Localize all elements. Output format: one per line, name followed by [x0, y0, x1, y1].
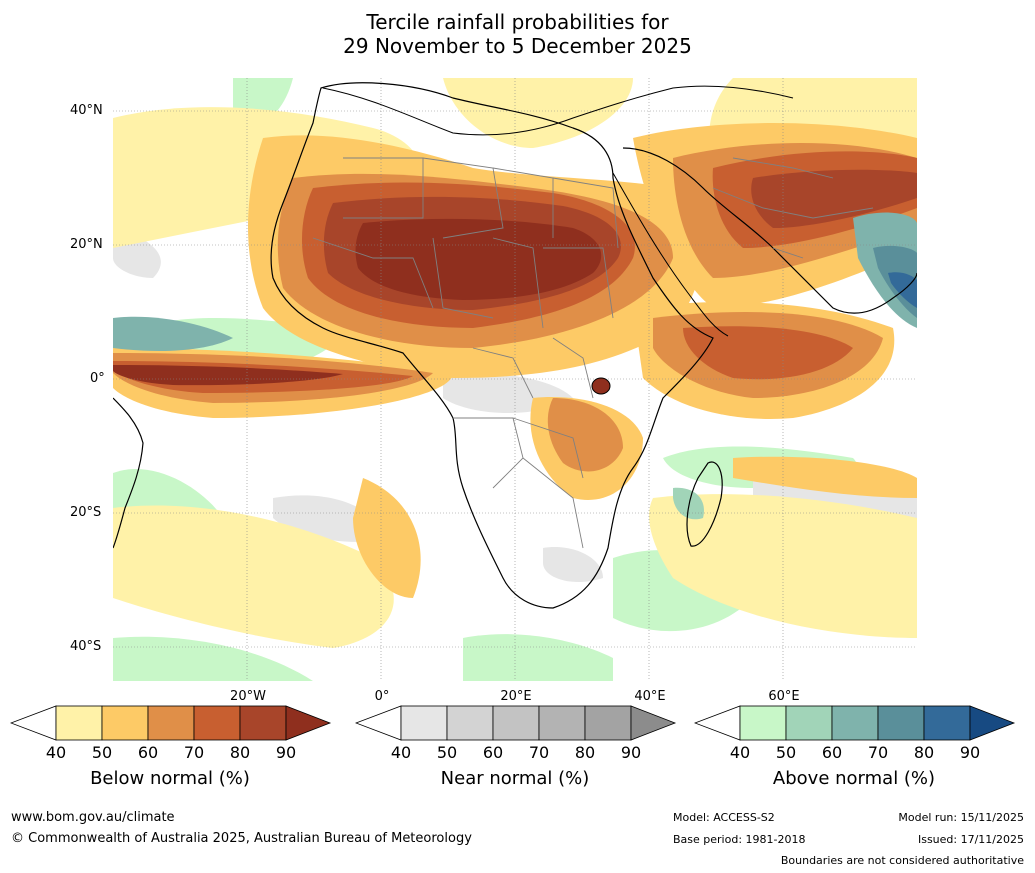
- colorbar-tick-label: 70: [867, 743, 889, 762]
- colorbar-bin: [739, 705, 787, 741]
- colorbar-tick-label: 60: [821, 743, 843, 762]
- colorbar-bin: [147, 705, 195, 741]
- map-title-line-2: 29 November to 5 December 2025: [343, 34, 692, 58]
- colorbar-left-arrow: [693, 705, 741, 741]
- above-normal-high-regions: [113, 212, 917, 520]
- colorbar-tick-label: 90: [959, 743, 981, 762]
- rainfall-probability-map[interactable]: [113, 78, 917, 681]
- footer-copyright: © Commonwealth of Australia 2025, Austra…: [11, 831, 472, 846]
- lat-label-20n: 20°N: [70, 237, 103, 252]
- colorbar-below-normal: [9, 705, 332, 741]
- colorbar-near-normal: [354, 705, 677, 741]
- footer-disclaimer: Boundaries are not considered authoritat…: [780, 854, 1024, 867]
- lat-label-equator: 0°: [90, 371, 105, 386]
- colorbar-left-arrow: [354, 705, 402, 741]
- colorbar-svg: [693, 705, 1016, 741]
- lat-label-20s: 20°S: [70, 505, 102, 520]
- map-canvas: [113, 78, 917, 681]
- colorbar-bin: [55, 705, 103, 741]
- footer-website[interactable]: www.bom.gov.au/climate: [11, 810, 175, 825]
- madagascar-coastline: [686, 461, 723, 547]
- colorbar-bin: [584, 705, 632, 741]
- colorbar-tick-label: 70: [528, 743, 550, 762]
- colorbar-tick-label: 70: [183, 743, 205, 762]
- colorbar-right-arrow: [969, 705, 1016, 741]
- footer-model-run: Model run: 15/11/2025: [898, 811, 1024, 824]
- colorbar-tick-label: 80: [229, 743, 251, 762]
- arabia-coastline: [622, 147, 917, 314]
- colorbar-right-arrow: [630, 705, 677, 741]
- south-america-coastline: [113, 397, 144, 549]
- africa-coastline: [270, 82, 714, 609]
- colorbar-tick-label: 90: [620, 743, 642, 762]
- colorbar-near-normal-ticks: 40 50 60 70 80 90: [355, 743, 675, 763]
- below-normal-90-regions: [113, 218, 602, 386]
- colorbar-tick-label: 50: [91, 743, 113, 762]
- colorbar-tick-label: 90: [275, 743, 297, 762]
- colorbar-bin: [446, 705, 494, 741]
- colorbar-near-normal-title: Near normal (%): [440, 768, 590, 789]
- colorbar-below-normal-title: Below normal (%): [90, 768, 250, 789]
- colorbar-bin: [193, 705, 241, 741]
- footer-model: Model: ACCESS-S2: [673, 811, 775, 824]
- footer-base-period: Base period: 1981-2018: [673, 833, 806, 846]
- lon-label-0: 0°: [374, 689, 390, 704]
- colorbar-tick-label: 40: [729, 743, 751, 762]
- lon-label-20w: 20°W: [230, 689, 266, 704]
- colorbar-bin: [923, 705, 971, 741]
- lon-label-60e: 60°E: [768, 689, 800, 704]
- colorbar-svg: [354, 705, 677, 741]
- colorbar-bin: [877, 705, 925, 741]
- lon-label-20e: 20°E: [500, 689, 532, 704]
- colorbar-tick-label: 40: [390, 743, 412, 762]
- colorbar-bin: [831, 705, 879, 741]
- colorbar-left-arrow: [9, 705, 57, 741]
- colorbar-bin: [492, 705, 540, 741]
- lake-victoria: [591, 377, 611, 395]
- colorbar-tick-label: 80: [913, 743, 935, 762]
- lat-label-40n: 40°N: [70, 103, 103, 118]
- colorbar-tick-label: 80: [574, 743, 596, 762]
- colorbar-right-arrow: [285, 705, 332, 741]
- colorbar-svg: [9, 705, 332, 741]
- map-title-line-1: Tercile rainfall probabilities for: [366, 10, 669, 34]
- lon-label-40e: 40°E: [634, 689, 666, 704]
- colorbar-tick-label: 50: [775, 743, 797, 762]
- colorbar-below-normal-ticks: 40 50 60 70 80 90: [10, 743, 330, 763]
- lat-label-40s: 40°S: [70, 639, 102, 654]
- colorbar-bin: [400, 705, 448, 741]
- footer-issued: Issued: 17/11/2025: [917, 833, 1024, 846]
- colorbar-bin: [101, 705, 149, 741]
- colorbar-bin: [239, 705, 287, 741]
- europe-coastline: [322, 85, 794, 136]
- colorbar-above-normal-ticks: 40 50 60 70 80 90: [694, 743, 1014, 763]
- colorbar-tick-label: 50: [436, 743, 458, 762]
- colorbar-above-normal-title: Above normal (%): [772, 768, 936, 789]
- colorbar-above-normal: [693, 705, 1016, 741]
- colorbar-tick-label: 40: [45, 743, 67, 762]
- country-borders: [312, 157, 874, 549]
- colorbar-bin: [785, 705, 833, 741]
- colorbar-tick-label: 60: [482, 743, 504, 762]
- colorbar-bin: [538, 705, 586, 741]
- red-sea-coastline: [612, 172, 729, 337]
- colorbar-tick-label: 60: [137, 743, 159, 762]
